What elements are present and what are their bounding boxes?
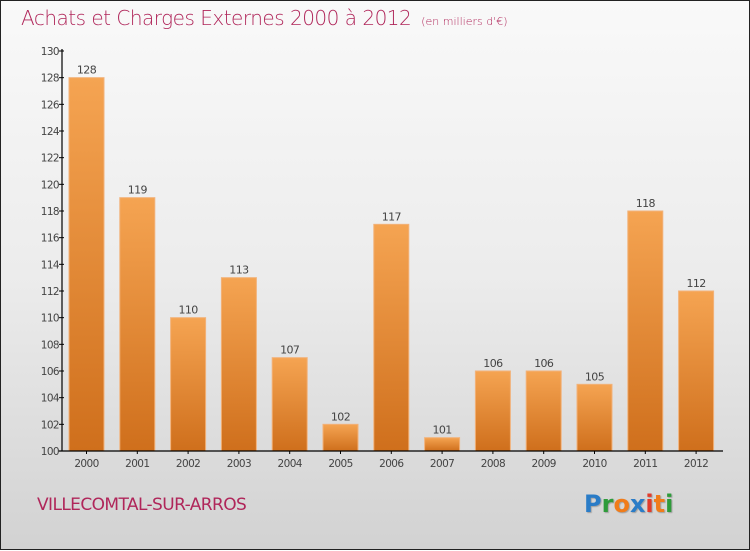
bar-2003 <box>220 277 257 452</box>
bar-label-2012: 112 <box>686 277 705 290</box>
y-tick-label-110: 110 <box>41 313 59 325</box>
x-tick-label-2010: 2010 <box>582 458 606 470</box>
bar-2008 <box>474 370 511 452</box>
y-tick-label-100: 100 <box>41 446 59 458</box>
bar-label-2002: 110 <box>178 304 198 317</box>
x-tick-label-2000: 2000 <box>74 458 98 470</box>
logo-letter: r <box>601 490 614 518</box>
y-tick-label-118: 118 <box>41 206 59 218</box>
bars-group: 128 119 110 113 107 102 117 101 106 106 105 118 112 <box>68 64 715 452</box>
x-tick-label-2005: 2005 <box>328 458 352 470</box>
y-tick-label-112: 112 <box>41 286 59 298</box>
logo-letter: x <box>629 490 646 518</box>
x-tick-label-2008: 2008 <box>481 458 505 470</box>
title-text: Achats et Charges Externes 2000 à 2012 <box>21 6 412 30</box>
bar-label-2001: 119 <box>128 184 148 197</box>
bar-2002 <box>170 317 207 452</box>
axes-group: 2000 2001 2002 2003 2004 2005 2006 2007 2008 2009… <box>41 46 723 470</box>
bar-label-2000: 128 <box>77 64 97 77</box>
bar-label-2010: 105 <box>585 370 605 383</box>
chart-title: Achats et Charges Externes 2000 à 2012 (e… <box>21 6 508 30</box>
bar-2001 <box>119 197 156 452</box>
bar-2010 <box>576 383 613 452</box>
bar-2004 <box>271 357 308 452</box>
x-tick-label-2009: 2009 <box>532 458 556 470</box>
logo-letter: o <box>613 490 630 518</box>
bar-2009 <box>525 370 562 452</box>
bar-2006 <box>373 223 410 452</box>
y-tick-label-106: 106 <box>41 366 60 378</box>
logo-letter: P <box>584 490 602 518</box>
bar-label-2006: 117 <box>382 210 402 223</box>
bar-label-2007: 101 <box>432 424 451 437</box>
x-tick-label-2011: 2011 <box>633 458 657 470</box>
y-tick-label-126: 126 <box>41 99 60 111</box>
y-tick-label-120: 120 <box>41 179 59 191</box>
x-tick-label-2002: 2002 <box>176 458 200 470</box>
x-tick-label-2006: 2006 <box>379 458 404 470</box>
y-tick-label-124: 124 <box>41 126 60 138</box>
bar-label-2004: 107 <box>280 344 300 357</box>
y-tick-label-130: 130 <box>41 46 59 58</box>
y-tick-label-104: 104 <box>41 393 60 405</box>
bar-2000 <box>68 77 105 452</box>
proxiti-logo[interactable]: Proxiti <box>584 490 673 518</box>
y-tick-label-128: 128 <box>41 73 59 85</box>
bar-2007 <box>424 437 461 452</box>
bar-2012 <box>678 290 715 452</box>
bar-label-2005: 102 <box>331 410 350 423</box>
y-tick-label-122: 122 <box>41 153 59 165</box>
x-tick-label-2003: 2003 <box>227 458 251 470</box>
bar-label-2009: 106 <box>534 357 554 370</box>
location-name: VILLECOMTAL-SUR-ARROS <box>37 495 247 515</box>
x-tick-label-2001: 2001 <box>125 458 149 470</box>
y-tick-label-102: 102 <box>41 419 59 431</box>
bar-2005 <box>322 423 359 452</box>
bar-label-2008: 106 <box>483 357 503 370</box>
logo-letter: t <box>653 490 666 518</box>
y-tick-label-116: 116 <box>41 233 60 245</box>
bar-label-2011: 118 <box>636 197 656 210</box>
logo-letter: i <box>665 490 674 518</box>
x-tick-label-2012: 2012 <box>684 458 708 470</box>
x-tick-label-2007: 2007 <box>430 458 454 470</box>
bar-2011 <box>627 210 664 452</box>
y-tick-label-114: 114 <box>41 259 60 271</box>
logo-letter: i <box>645 490 654 518</box>
bar-label-2003: 113 <box>229 264 249 277</box>
x-tick-label-2004: 2004 <box>278 458 303 470</box>
y-tick-label-108: 108 <box>41 339 59 351</box>
chart-subtitle: (en milliers d'€) <box>421 15 508 28</box>
